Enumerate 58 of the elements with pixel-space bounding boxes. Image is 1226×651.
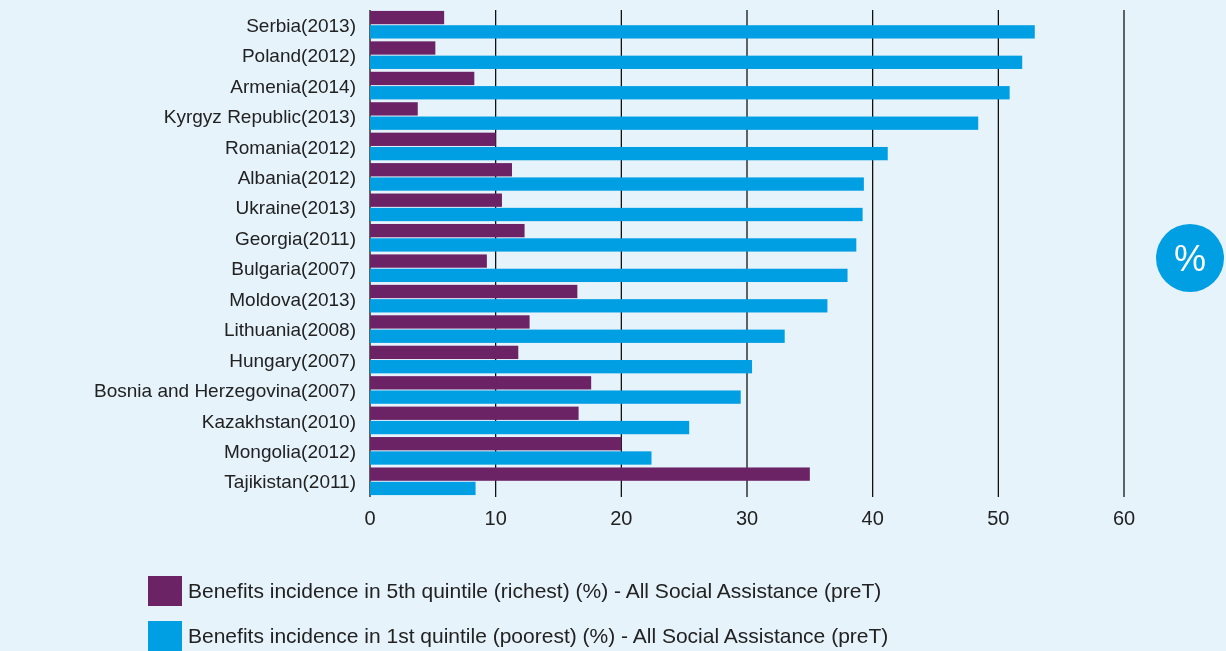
bar [370, 207, 863, 222]
x-tick-label: 0 [364, 507, 376, 529]
y-tick-label: Romania(2012) [225, 136, 356, 158]
y-tick-label: Moldova(2013) [229, 288, 356, 310]
bar [370, 25, 1035, 39]
bar [370, 437, 622, 451]
bar [370, 238, 857, 252]
text: % [1173, 237, 1207, 279]
bar [370, 146, 888, 161]
bar [370, 163, 512, 177]
bar [370, 193, 502, 207]
bar [370, 10, 445, 25]
bar [370, 299, 828, 313]
bar [370, 116, 979, 130]
x-tick-label: 30 [735, 507, 759, 529]
y-tick-label: Kyrgyz Republic(2013) [163, 106, 356, 128]
bar [370, 177, 864, 191]
bar [370, 132, 496, 146]
y-tick-label: Mongolia(2012) [223, 440, 356, 462]
bar [370, 41, 436, 55]
y-tick-label: Armenia(2014) [230, 75, 356, 97]
x-tick-label: 20 [610, 507, 633, 529]
bar [370, 406, 579, 420]
bar [370, 254, 487, 268]
y-tick-label: Lithuania(2008) [223, 319, 356, 341]
bar [370, 71, 475, 86]
bar [370, 390, 741, 404]
x-tick-label: 10 [484, 507, 507, 529]
y-tick-label: Bosnia and Herzegovina(2007) [94, 380, 356, 402]
bar [370, 55, 1023, 69]
x-tick-label: 60 [1112, 507, 1136, 529]
bar [370, 420, 690, 435]
legend-label: Benefits incidence in 1st quintile (poorest) (%) - All Social Assistance (preT) [188, 624, 889, 648]
bar [370, 86, 1010, 100]
bar [370, 284, 578, 299]
y-tick-label: Ukraine(2013) [235, 197, 356, 219]
bar [370, 329, 785, 343]
y-tick-label: Bulgaria(2007) [231, 258, 356, 280]
bar [370, 481, 476, 496]
bar [370, 467, 810, 481]
legend-label: Benefits incidence in 5th quintile (richest) (%) - All Social Assistance (preT) [188, 579, 882, 603]
y-tick-label: Tajikistan(2011) [224, 471, 356, 493]
x-tick-label: 40 [861, 507, 884, 529]
y-tick-label: Kazakhstan(2010) [201, 410, 356, 432]
y-tick-label: Hungary(2007) [229, 349, 356, 371]
bar [370, 315, 530, 329]
bar [370, 376, 592, 390]
bar [370, 223, 525, 238]
x-tick-label: 50 [987, 507, 1010, 529]
bar [370, 451, 652, 465]
y-tick-label: Poland(2012) [241, 45, 356, 67]
bar [370, 102, 418, 116]
bar [370, 345, 519, 360]
y-tick-label: Serbia(2013) [246, 14, 356, 36]
bar [370, 360, 753, 374]
y-tick-label: Georgia(2011) [234, 227, 356, 249]
y-tick-label: Albania(2012) [237, 167, 356, 189]
bar [370, 268, 848, 283]
